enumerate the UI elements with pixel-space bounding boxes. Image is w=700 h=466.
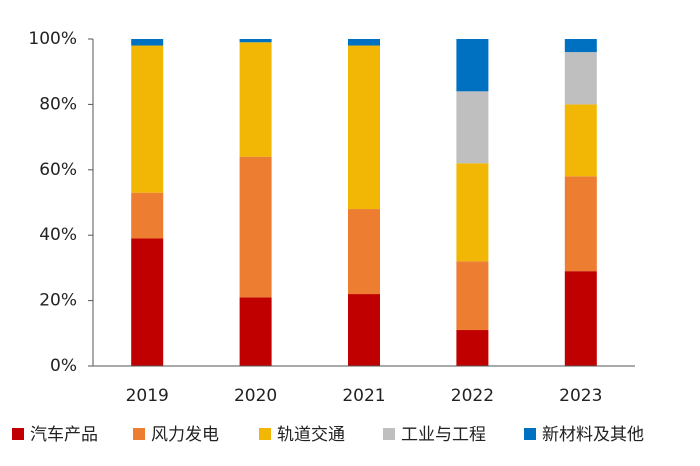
bar-segment (348, 209, 380, 295)
bar-segment (564, 176, 597, 272)
bar-segment (239, 42, 272, 157)
bar-segment (564, 52, 597, 105)
y-tick-label: 40% (39, 225, 77, 245)
bar-segment (456, 330, 489, 366)
y-tick-label: 100% (28, 29, 77, 49)
x-tick-label: 2020 (234, 386, 277, 406)
legend-label: 轨道交通 (277, 425, 345, 445)
legend-swatch (133, 428, 145, 440)
bar-segment (131, 238, 164, 366)
bar-segment (348, 294, 380, 366)
bar-segment (456, 91, 489, 164)
bar-segment (131, 45, 164, 193)
x-tick-label: 2022 (451, 386, 494, 406)
y-tick-label: 0% (50, 356, 77, 376)
legend-swatch (524, 428, 536, 440)
legend-swatch (12, 428, 24, 440)
x-tick-label: 2023 (559, 386, 602, 406)
bar-segment (131, 39, 164, 46)
bar-segment (239, 297, 272, 366)
y-tick-label: 20% (39, 291, 77, 311)
bar-segment (564, 39, 597, 53)
legend-label: 工业与工程 (401, 425, 486, 445)
bar-segment (456, 261, 489, 331)
bar-segment (239, 156, 272, 298)
bar-segment (348, 45, 380, 210)
bar-segment (456, 163, 489, 262)
legend-label: 汽车产品 (30, 425, 98, 445)
bar-segment (131, 192, 164, 239)
x-tick-label: 2021 (342, 386, 385, 406)
bar-segment (564, 104, 597, 177)
legend-label: 风力发电 (151, 425, 219, 445)
bar-segment (456, 39, 489, 92)
y-tick-label: 60% (39, 160, 77, 180)
bar-segment (239, 39, 272, 43)
x-tick-label: 2019 (126, 386, 169, 406)
legend-swatch (259, 428, 271, 440)
legend-label: 新材料及其他 (542, 425, 644, 445)
bar-segment (348, 39, 380, 46)
bar-segment (564, 271, 597, 366)
y-tick-label: 80% (39, 94, 77, 114)
legend-swatch (383, 428, 395, 440)
